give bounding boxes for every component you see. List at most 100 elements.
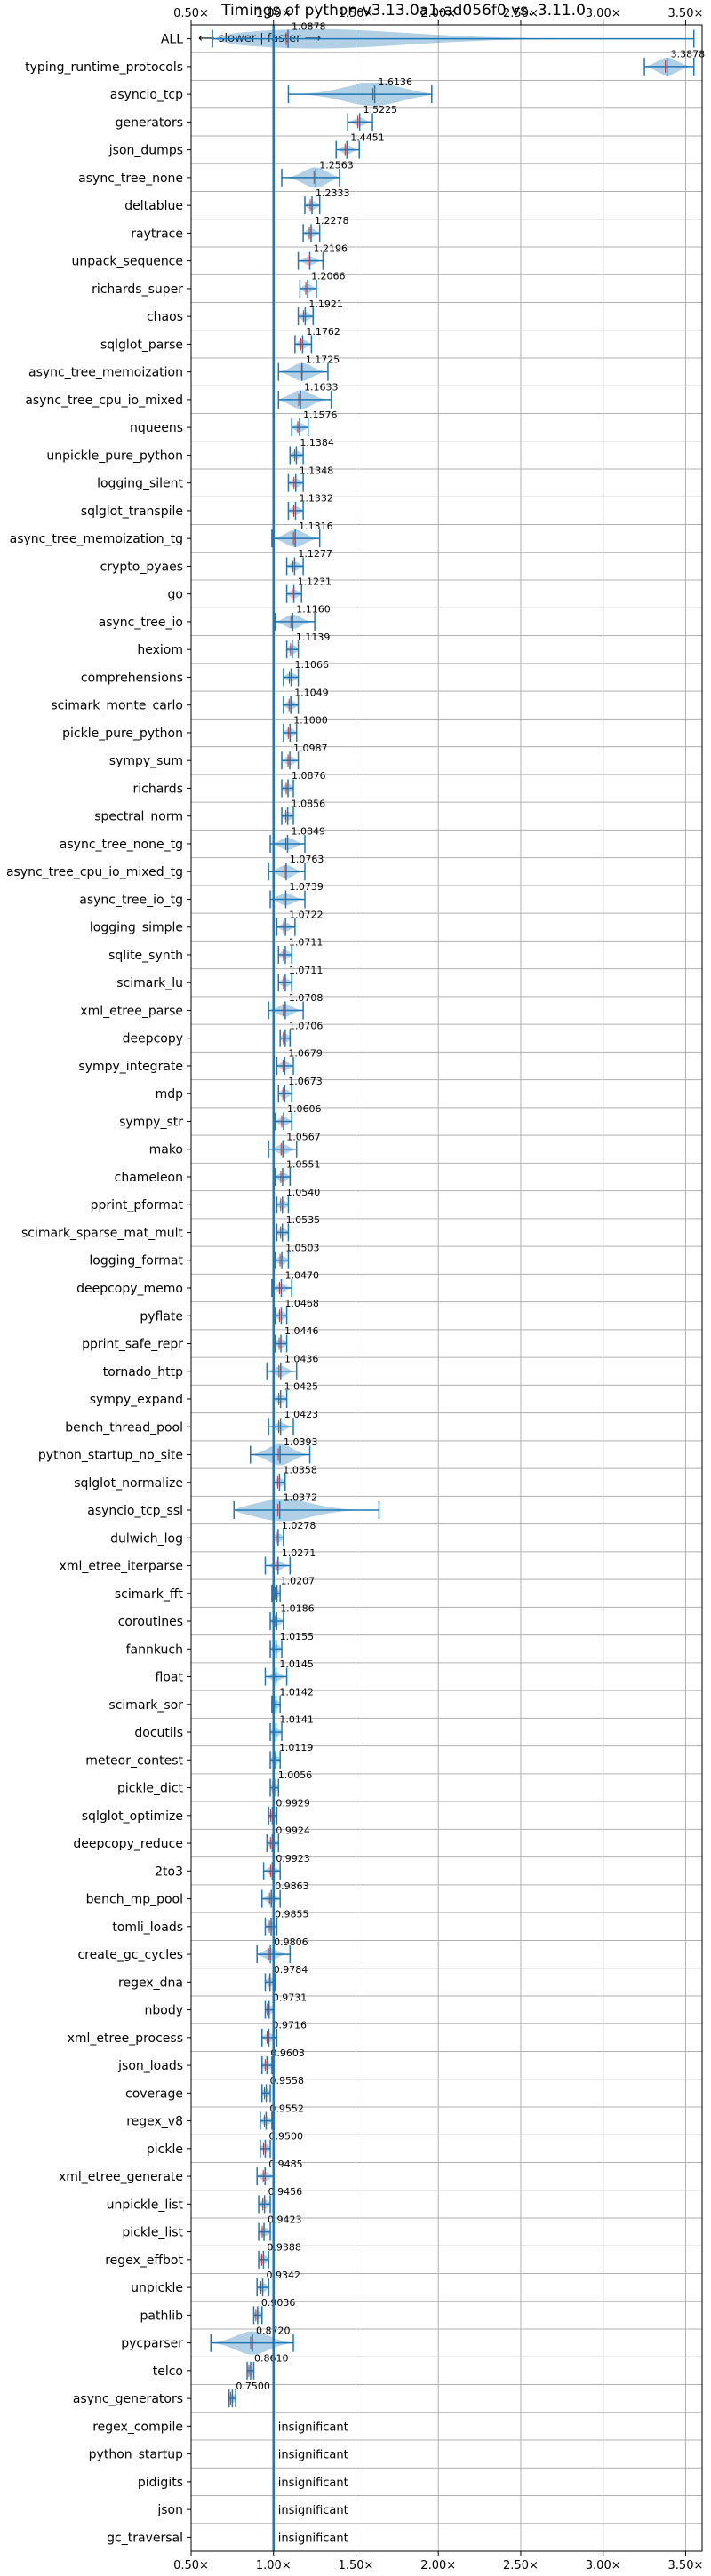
benchmark-label: pprint_pformat bbox=[91, 1198, 184, 1212]
benchmark-label: raytrace bbox=[131, 227, 183, 241]
benchmark-label: json_loads bbox=[117, 2059, 183, 2073]
benchmark-label: logging_format bbox=[89, 1254, 183, 1268]
value-label: 1.6136 bbox=[379, 76, 413, 88]
benchmark-label: async_tree_io_tg bbox=[79, 893, 183, 907]
benchmark-label: richards_super bbox=[92, 282, 183, 297]
value-label: 1.0876 bbox=[292, 770, 326, 782]
benchmark-rows: ALL 1.0878 typing_runtime_protocols 3.3878 a… bbox=[6, 20, 705, 2545]
x-tick-label-top: 1.00× bbox=[256, 7, 292, 20]
x-tick-label-bottom: 2.50× bbox=[503, 2559, 539, 2572]
insignificant-label: insignificant bbox=[278, 2532, 348, 2545]
value-label: 1.0358 bbox=[283, 1464, 317, 1475]
benchmark-label: xml_etree_parse bbox=[80, 1004, 183, 1018]
benchmark-label: deepcopy_reduce bbox=[73, 1837, 183, 1851]
value-label: 1.0372 bbox=[284, 1492, 318, 1504]
grid-lines bbox=[190, 25, 702, 2552]
value-label: 3.3878 bbox=[671, 49, 706, 60]
x-tick-label-top: 1.50× bbox=[339, 7, 374, 20]
value-label: 1.0849 bbox=[291, 826, 325, 838]
value-label: 1.1049 bbox=[294, 687, 329, 698]
value-label: 1.0878 bbox=[292, 20, 326, 32]
value-label: 1.0706 bbox=[289, 1020, 324, 1031]
benchmark-label: pprint_safe_repr bbox=[82, 1338, 183, 1352]
benchmark-label: create_gc_cycles bbox=[77, 1948, 183, 1962]
benchmark-label: deltablue bbox=[124, 199, 183, 213]
benchmark-label: pickle bbox=[147, 2143, 183, 2157]
value-label: 1.0425 bbox=[284, 1381, 319, 1393]
benchmark-label: logging_simple bbox=[90, 921, 183, 935]
benchmark-label: json bbox=[156, 2503, 183, 2517]
value-label: 0.9456 bbox=[268, 2186, 303, 2198]
benchmark-label: bench_thread_pool bbox=[65, 1420, 183, 1435]
insignificant-label: insignificant bbox=[278, 2504, 348, 2517]
value-label: 0.9552 bbox=[269, 2103, 304, 2114]
value-label: 1.0606 bbox=[287, 1103, 322, 1115]
value-label: 1.1725 bbox=[306, 354, 340, 365]
benchmark-label: sympy_sum bbox=[109, 754, 183, 768]
benchmark-label: mako bbox=[149, 1143, 183, 1157]
benchmark-label: regex_v8 bbox=[126, 2115, 183, 2129]
benchmark-label: pycparser bbox=[121, 2337, 183, 2351]
value-label: 1.1277 bbox=[298, 548, 332, 560]
benchmark-label: scimark_sor bbox=[108, 1698, 183, 1713]
benchmark-label: coroutines bbox=[118, 1615, 183, 1629]
benchmark-label: async_tree_io bbox=[99, 616, 183, 630]
x-tick-label-bottom: 3.50× bbox=[668, 2559, 704, 2572]
value-label: 1.1921 bbox=[308, 298, 343, 310]
x-tick-label-top: 3.50× bbox=[668, 7, 704, 20]
benchmark-label: python_startup_no_site bbox=[38, 1449, 183, 1463]
benchmark-label: chaos bbox=[147, 310, 183, 324]
value-label: 1.0711 bbox=[289, 965, 324, 976]
benchmark-label: sqlglot_optimize bbox=[82, 1809, 183, 1824]
value-label: 0.9784 bbox=[274, 1964, 308, 1976]
benchmark-label: bench_mp_pool bbox=[86, 1893, 183, 1907]
benchmark-label: ALL bbox=[161, 33, 183, 47]
value-label: 1.0423 bbox=[284, 1409, 319, 1420]
x-tick-label-bottom: 1.50× bbox=[339, 2559, 374, 2572]
benchmark-label: tomli_loads bbox=[112, 1920, 183, 1935]
benchmark-label: sympy_str bbox=[119, 1115, 183, 1129]
value-label: 0.9863 bbox=[275, 1880, 309, 1892]
value-label: 0.9855 bbox=[275, 1908, 309, 1920]
benchmark-label: sqlglot_transpile bbox=[81, 505, 183, 519]
benchmark-label: pickle_pure_python bbox=[62, 727, 183, 741]
benchmark-label: mdp bbox=[156, 1087, 184, 1101]
benchmark-label: scimark_monte_carlo bbox=[51, 699, 183, 713]
benchmark-label: pickle_list bbox=[122, 2226, 183, 2240]
value-label: 1.1160 bbox=[296, 604, 331, 616]
benchmark-label: nqueens bbox=[130, 421, 183, 435]
benchmark-label: gc_traversal bbox=[107, 2531, 183, 2545]
benchmark-label: async_tree_none_tg bbox=[60, 838, 183, 852]
benchmark-label: 2to3 bbox=[155, 1864, 183, 1879]
benchmark-label: pidigits bbox=[138, 2476, 183, 2490]
x-tick-label-top: 2.50× bbox=[503, 7, 539, 20]
benchmark-label: unpack_sequence bbox=[72, 255, 183, 269]
benchmark-label: dulwich_log bbox=[110, 1531, 183, 1546]
benchmark-label: comprehensions bbox=[81, 671, 183, 685]
benchmark-label: sympy_expand bbox=[90, 1393, 183, 1407]
benchmark-label: async_tree_memoization_tg bbox=[10, 532, 183, 546]
value-label: 1.1316 bbox=[299, 521, 333, 532]
value-label: 1.0503 bbox=[285, 1242, 320, 1253]
benchmark-label: meteor_contest bbox=[85, 1753, 183, 1768]
benchmark-label: async_tree_cpu_io_mixed_tg bbox=[6, 865, 183, 879]
benchmark-label: crypto_pyaes bbox=[100, 560, 183, 574]
value-label: 1.1384 bbox=[300, 437, 334, 449]
value-label: 1.1633 bbox=[304, 382, 339, 394]
benchmark-label: scimark_fft bbox=[115, 1587, 184, 1602]
x-tick-label-bottom: 2.00× bbox=[420, 2559, 456, 2572]
benchmark-label: go bbox=[168, 588, 183, 602]
value-label: 1.0145 bbox=[279, 1658, 314, 1670]
benchmark-label: logging_silent bbox=[97, 477, 183, 491]
benchmark-label: python_startup bbox=[89, 2448, 183, 2462]
x-tick-label-top: 0.50× bbox=[173, 7, 209, 20]
value-label: 1.0540 bbox=[286, 1187, 321, 1198]
benchmark-label: unpickle bbox=[131, 2281, 183, 2295]
value-label: 1.0708 bbox=[289, 992, 324, 1004]
value-label: 1.0155 bbox=[280, 1631, 315, 1642]
value-label: 1.0278 bbox=[282, 1520, 316, 1531]
value-label: 0.9558 bbox=[270, 2075, 305, 2087]
benchmark-label: unpickle_list bbox=[107, 2198, 184, 2212]
insignificant-label: insignificant bbox=[278, 2421, 348, 2434]
